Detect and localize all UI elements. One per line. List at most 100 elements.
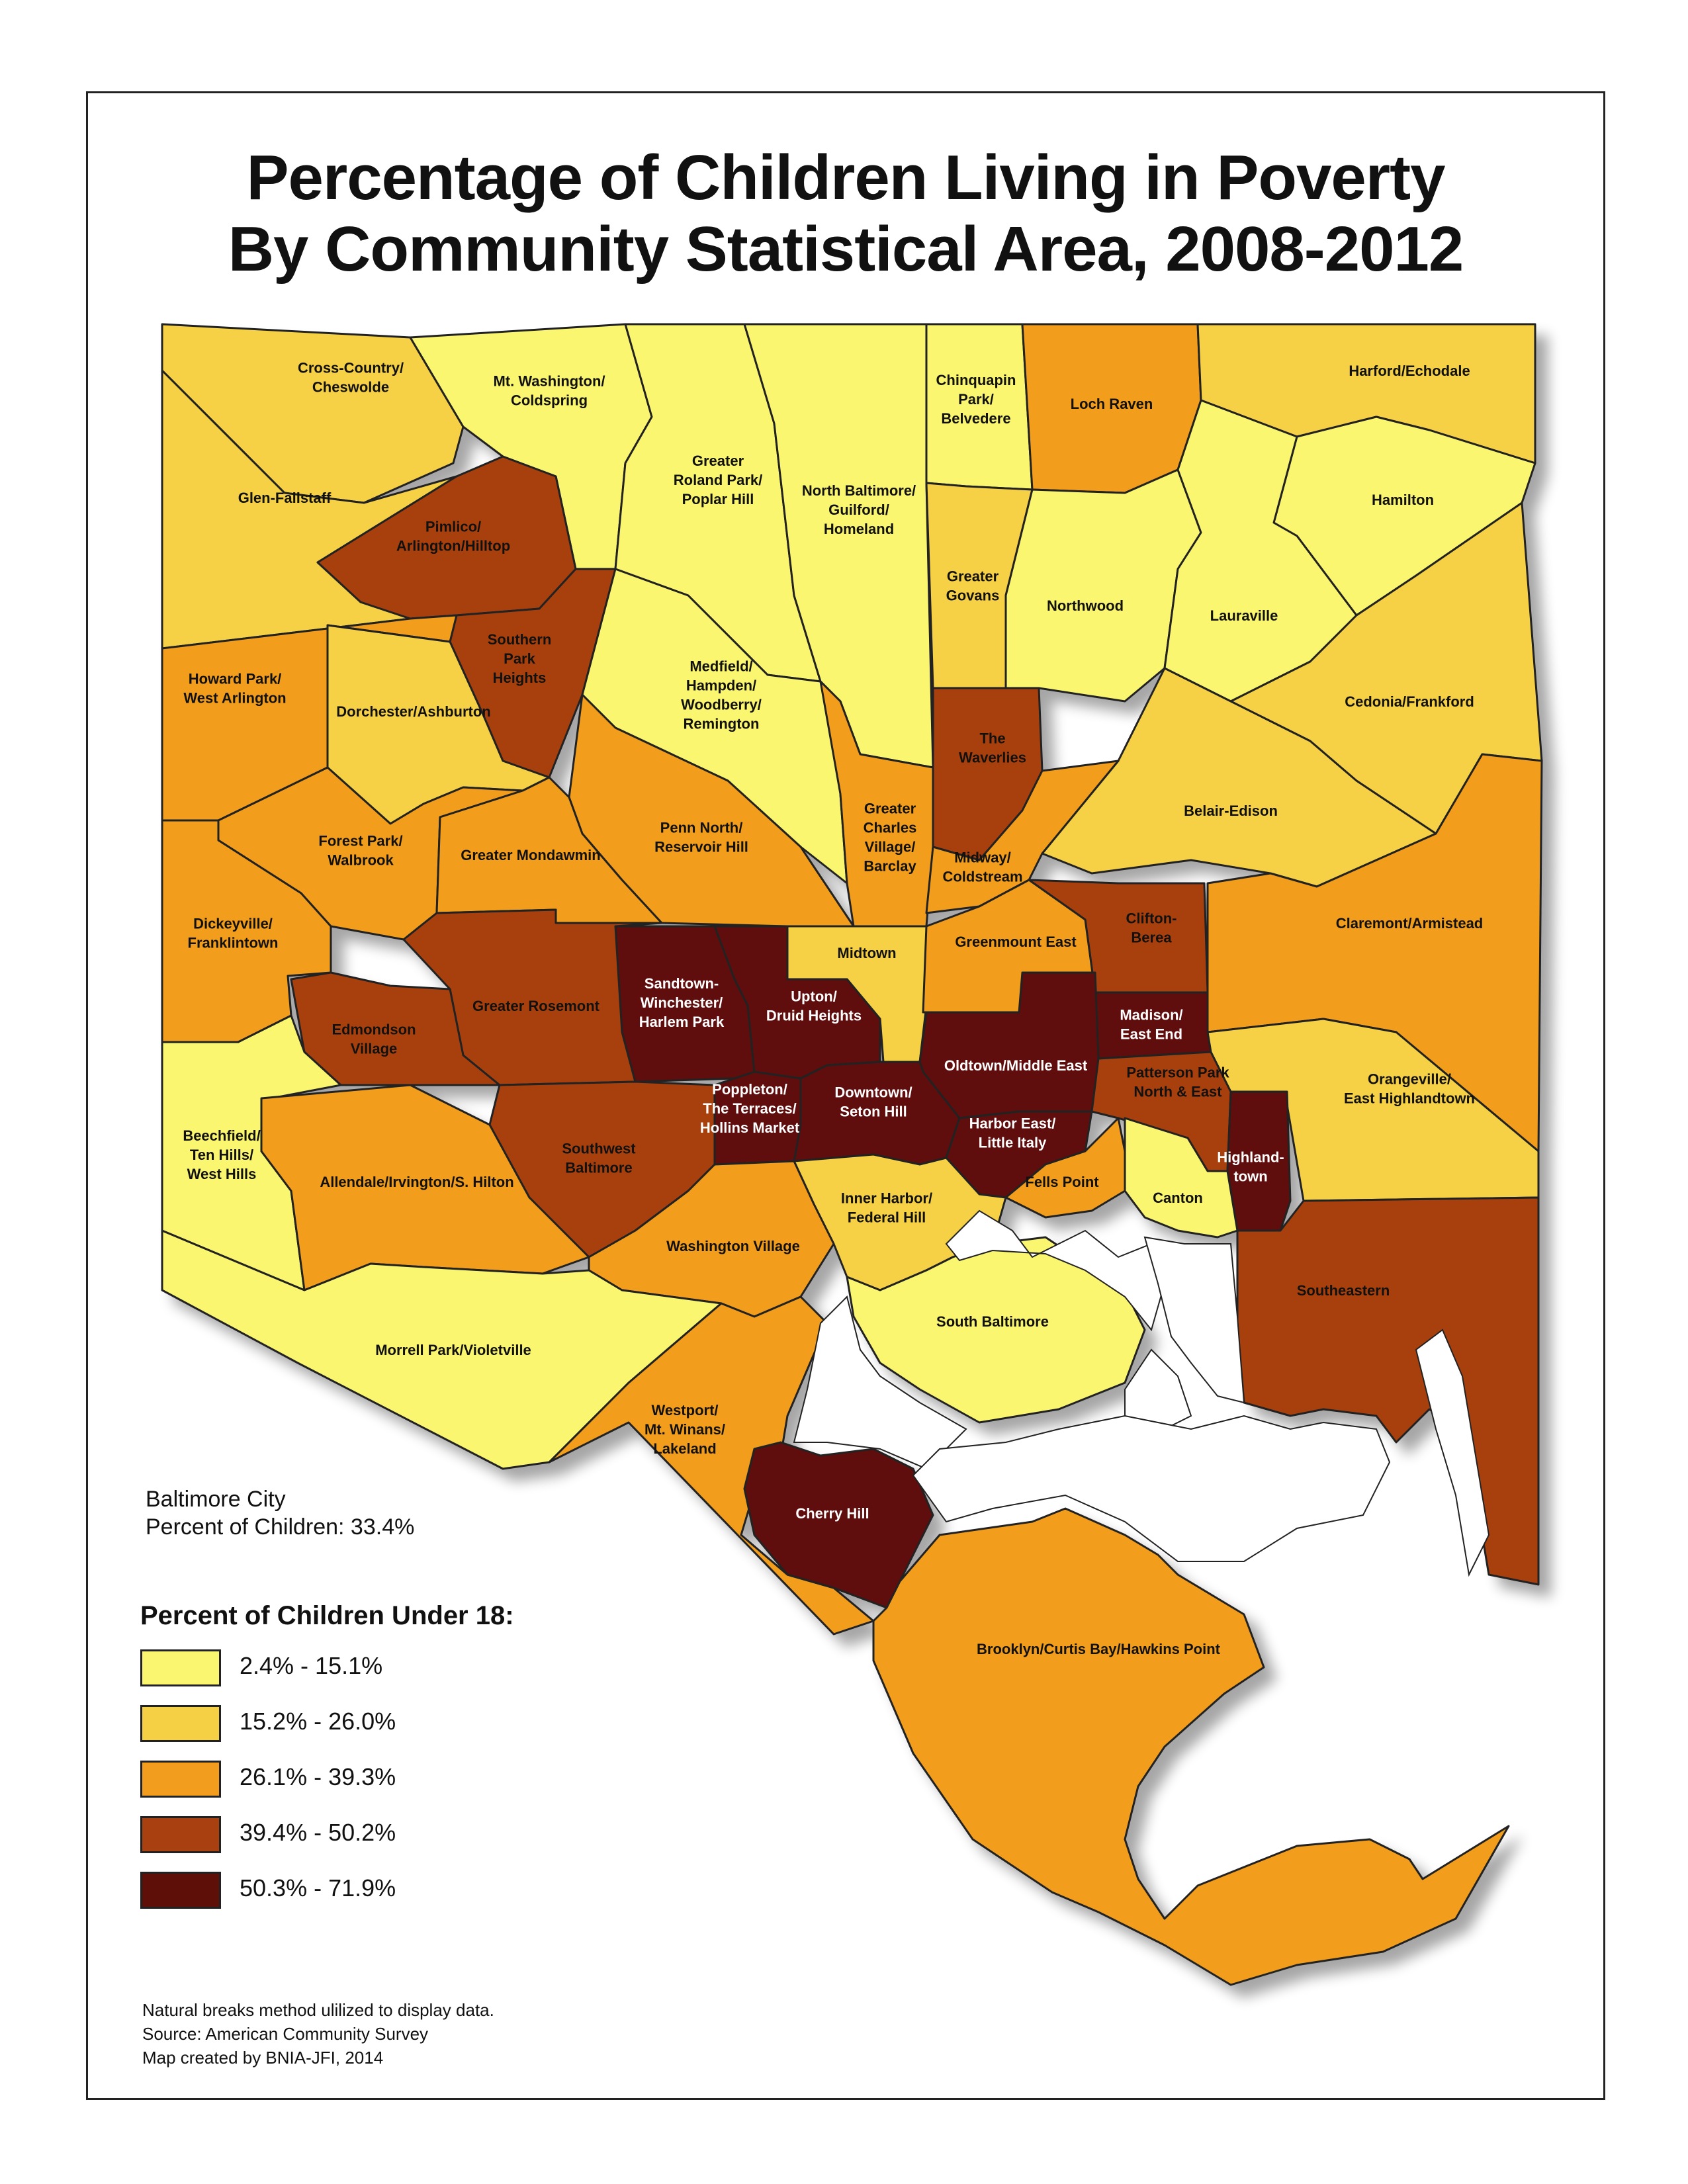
area-label: Midtown	[837, 945, 896, 961]
area-label-line: Lauraville	[1210, 607, 1278, 624]
area-label-line: Franklintown	[188, 935, 279, 951]
area-label-line: Downtown/	[834, 1084, 912, 1101]
legend-title: Percent of Children Under 18:	[140, 1601, 514, 1630]
area-label-line: North Baltimore/	[802, 482, 916, 499]
legend-label: 39.4% - 50.2%	[240, 1819, 396, 1846]
legend-label: 50.3% - 71.9%	[240, 1874, 396, 1901]
note-credit: Map created by BNIA-JFI, 2014	[142, 2048, 384, 2068]
area-label-line: Edmondson	[332, 1022, 416, 1038]
map-notes: Natural breaks method ulilized to displa…	[142, 1998, 494, 2070]
area-label: Clifton- Berea	[1126, 910, 1177, 946]
area-label-line: Loch Raven	[1071, 396, 1153, 412]
area-label: Greater Rosemont	[472, 998, 600, 1014]
area-label-line: Guilford/	[828, 502, 889, 518]
area-label: Washington Village	[666, 1238, 800, 1254]
area-label-line: Chinquapin	[936, 372, 1016, 388]
area-label: Chinquapin Park/Belvedere	[936, 372, 1016, 427]
area-label-line: Claremont/Armistead	[1336, 915, 1484, 932]
area-label-line: Mt. Washington/	[493, 373, 605, 390]
area-label-line: Northwood	[1047, 597, 1124, 614]
area-label: Patterson Park North & East	[1126, 1065, 1229, 1100]
area-label: Harford/Echodale	[1349, 363, 1470, 379]
area-label: Harbor East/Little Italy	[969, 1115, 1056, 1151]
area-label-line: Lakeland	[653, 1440, 716, 1457]
area-label-line: Dorchester/Ashburton	[336, 703, 490, 720]
area-label: Greater Govans	[946, 568, 1000, 604]
area-label-line: Roland Park/	[674, 472, 762, 488]
area-label-line: Sandtown-	[644, 975, 719, 992]
area-label: Howard Park/West Arlington	[183, 671, 286, 707]
area-label: Dorchester/Ashburton	[336, 703, 490, 720]
area-label-line: South Baltimore	[936, 1313, 1049, 1330]
citywide-percent: Percent of Children: 33.4%	[146, 1514, 415, 1540]
area-label-line: Forest Park/	[318, 833, 402, 850]
legend-label: 2.4% - 15.1%	[240, 1652, 383, 1679]
area-label-line: Morrell Park/Violetville	[375, 1342, 531, 1358]
title-line-2: By Community Statistical Area, 2008-2012	[228, 214, 1464, 284]
area-label-line: Cheswolde	[312, 379, 389, 396]
area-label: Penn North/Reservoir Hill	[654, 820, 748, 855]
label-layer: Cross-Country/Cheswolde Mt. Washington/Co…	[183, 360, 1483, 1658]
area-polygon	[1041, 667, 1437, 888]
area-label-line: Barclay	[864, 858, 916, 875]
area-label: Greater Mondawmin	[461, 847, 600, 863]
map-title: Percentage of Children Living in Poverty…	[86, 142, 1605, 285]
area-label: Madison/East End	[1120, 1007, 1182, 1043]
area-label-line: Mt. Winans/	[644, 1421, 725, 1438]
area-label: Southwest Baltimore	[562, 1141, 636, 1176]
legend-label: 15.2% - 26.0%	[240, 1708, 396, 1735]
area-label-line: Cherry Hill	[795, 1505, 869, 1522]
note-source: Source: American Community Survey	[142, 2024, 429, 2044]
area-label-line: Midway/	[954, 850, 1011, 866]
title-line-1: Percentage of Children Living in Poverty	[246, 142, 1445, 213]
area-label: Pimlico/Arlington/Hilltop	[396, 519, 510, 554]
area-label: Midway/Coldstream	[942, 850, 1022, 885]
area-label: Oldtown/Middle East	[944, 1057, 1088, 1074]
area-label: Poppleton/The Terraces/Hollins Market	[700, 1081, 800, 1136]
area-label-line: Midtown	[837, 945, 896, 961]
area-label-line: Belvedere	[941, 410, 1010, 427]
area-label-line: Greater	[947, 568, 999, 585]
water-layer	[793, 1209, 1490, 1577]
harbor-water	[1415, 1329, 1490, 1577]
area-label-line: Poplar Hill	[682, 491, 754, 507]
area-label-line: Canton	[1153, 1190, 1203, 1206]
area-label: Greenmount East	[955, 934, 1077, 950]
area-label-line: Baltimore	[565, 1160, 632, 1176]
area-label-line: Clifton-	[1126, 910, 1177, 927]
area-label-line: Beechfield/	[183, 1127, 260, 1144]
area-label: Downtown/Seton Hill	[834, 1084, 912, 1120]
area-label-line: Pimlico/	[425, 519, 481, 535]
area-polygon	[161, 1229, 723, 1470]
area-label-line: Berea	[1131, 930, 1172, 946]
area-label-line: Charles	[864, 820, 917, 836]
area-label: Greater Roland Park/Poplar Hill	[674, 453, 762, 507]
area-label-line: Village	[351, 1041, 398, 1057]
area-polygon	[743, 1441, 934, 1609]
area-label: Edmondson Village	[332, 1022, 416, 1057]
area-label-line: Govans	[946, 588, 1000, 604]
area-label: Glen-Fallstaff	[238, 490, 332, 506]
area-label-line: Brooklyn/Curtis Bay/Hawkins Point	[977, 1641, 1221, 1657]
area-label-line: Harlem Park	[639, 1014, 725, 1030]
area-label-line: Winchester/	[641, 994, 723, 1011]
area-label: Orangeville/East Highlandtown	[1344, 1071, 1475, 1107]
area-label-line: Reservoir Hill	[654, 839, 748, 855]
area-label: The Waverlies	[959, 730, 1026, 766]
area-label-line: Arlington/Hilltop	[396, 538, 510, 554]
area-label: Cherry Hill	[795, 1505, 869, 1522]
area-label: Southern Park Heights	[488, 631, 552, 686]
area-label: Forest Park/Walbrook	[318, 833, 402, 869]
area-label-line: Harford/Echodale	[1349, 363, 1470, 379]
area-label-line: Ten Hills/	[190, 1147, 253, 1163]
area-label-line: Coldspring	[511, 392, 588, 409]
area-label-line: Poppleton/	[712, 1081, 787, 1098]
area-label-line: Cross-Country/	[298, 360, 404, 376]
area-label: Belair-Edison	[1184, 803, 1278, 819]
area-label-line: Glen-Fallstaff	[238, 490, 332, 506]
legend-label: 26.1% - 39.3%	[240, 1763, 396, 1790]
area-label-line: Patterson Park	[1126, 1065, 1229, 1081]
area-label-line: Medfield/	[689, 658, 752, 675]
area-label-line: Dickeyville/	[193, 916, 273, 932]
area-label: Medfield/Hampden/Woodberry/Remington	[681, 658, 762, 732]
